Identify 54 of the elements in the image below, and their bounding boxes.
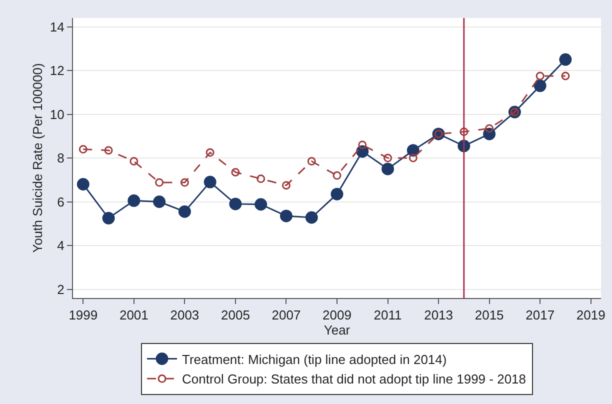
point xyxy=(102,212,115,224)
x-tick-label: 2013 xyxy=(424,308,453,323)
x-tick-label: 2019 xyxy=(576,308,606,323)
point xyxy=(178,205,191,218)
y-axis-title: Youth Suicide Rate (Per 100000) xyxy=(30,63,45,253)
point xyxy=(384,154,392,162)
point xyxy=(231,168,240,176)
y-tick-label: 4 xyxy=(57,238,64,254)
y-tick-label: 10 xyxy=(50,106,64,122)
x-tick-label: 2005 xyxy=(221,308,250,323)
point xyxy=(155,178,164,187)
y-tick-label: 6 xyxy=(57,194,64,210)
point xyxy=(128,194,140,207)
x-tick-label: 2007 xyxy=(272,308,301,323)
point xyxy=(330,188,344,200)
x-tick-label: 2009 xyxy=(322,308,352,323)
point xyxy=(561,72,570,80)
point xyxy=(78,145,88,154)
point xyxy=(229,198,242,210)
point xyxy=(254,198,268,211)
legend-label: Control Group: States that did not adopt tip line 1999 - 2018 xyxy=(182,372,526,387)
point xyxy=(206,148,214,157)
x-tick-label: 1999 xyxy=(68,308,98,323)
point xyxy=(534,80,546,92)
x-tick-label: 2015 xyxy=(474,308,504,323)
point xyxy=(307,157,316,166)
point xyxy=(485,124,494,133)
point xyxy=(153,196,166,208)
y-tick-label: 14 xyxy=(50,19,64,34)
x-axis-title: Year xyxy=(324,322,351,338)
x-tick-label: 2011 xyxy=(374,308,402,323)
point xyxy=(332,171,342,180)
point xyxy=(204,176,216,188)
legend-label: Treatment: Michigan (tip line adopted in 2014) xyxy=(182,352,447,367)
y-tick-label: 12 xyxy=(50,63,64,78)
point xyxy=(76,178,90,190)
point xyxy=(282,181,290,190)
point xyxy=(536,72,544,80)
point xyxy=(305,211,318,224)
point xyxy=(559,53,572,66)
point xyxy=(256,174,266,184)
y-tick-label: 8 xyxy=(57,150,64,166)
x-tick-label: 2001 xyxy=(119,308,148,323)
point xyxy=(104,146,113,155)
point xyxy=(358,140,367,150)
point xyxy=(180,178,189,187)
point xyxy=(130,157,138,166)
y-tick-label: 2 xyxy=(57,282,64,297)
x-tick-label: 2017 xyxy=(526,308,555,323)
point xyxy=(382,162,394,176)
point xyxy=(460,128,468,136)
point xyxy=(280,210,292,222)
point xyxy=(408,154,418,162)
x-tick-label: 2003 xyxy=(170,308,200,323)
